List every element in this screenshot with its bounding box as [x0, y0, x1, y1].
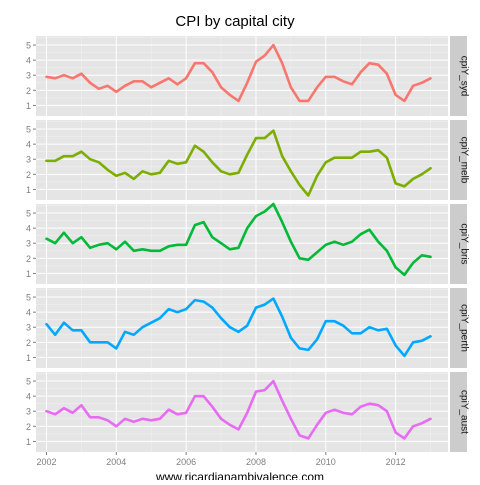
y-tick-label: 4 — [26, 224, 31, 234]
series-line-cpiY_melb — [45, 129, 432, 197]
y-tick-label: 5 — [26, 377, 31, 387]
panel-cpiY_melb: 1 2 3 4 5 cpiY_melb — [26, 120, 470, 200]
y-tick-label: 2 — [26, 86, 31, 96]
y-tick-label: 4 — [26, 308, 31, 318]
chart-panels: 1 2 3 4 5 cpiY_syd 1 2 3 4 5 cpiY_melb 1 2 3 4 5 cpiY_bri… — [26, 36, 470, 452]
y-tick-label: 2 — [26, 422, 31, 432]
x-tick-label: 2002 — [36, 457, 56, 467]
panel-cpiY_aust: 1 2 3 4 5 cpiY_aust — [26, 372, 470, 452]
chart-caption: www.ricardianambivalence.com — [155, 470, 324, 480]
series-line-cpiY_aust — [45, 379, 432, 440]
series-line-cpiY_perth — [45, 297, 432, 358]
chart-title: CPI by capital city — [175, 13, 295, 30]
y-tick-label: 4 — [26, 140, 31, 150]
y-tick-label: 5 — [26, 125, 31, 135]
facet-strip — [450, 372, 467, 452]
panel-cpiY_bris: 1 2 3 4 5 cpiY_bris — [26, 202, 470, 284]
y-tick-label: 1 — [26, 101, 31, 111]
panel-background — [36, 120, 448, 200]
series-line-cpiY_bris — [45, 202, 432, 277]
facet-strip-label: cpiY_aust — [459, 390, 470, 434]
y-tick-label: 1 — [26, 437, 31, 447]
y-tick-label: 3 — [26, 155, 31, 165]
x-tick-label: 2008 — [246, 457, 266, 467]
y-tick-label: 5 — [26, 293, 31, 303]
y-tick-label: 2 — [26, 170, 31, 180]
y-tick-label: 3 — [26, 71, 31, 81]
y-tick-label: 1 — [26, 269, 31, 279]
x-tick-label: 2012 — [386, 457, 406, 467]
facet-strip — [450, 288, 467, 368]
x-tick-label: 2004 — [106, 457, 126, 467]
facet-strip — [450, 120, 467, 200]
panel-background — [36, 372, 448, 452]
y-tick-label: 4 — [26, 56, 31, 66]
y-tick-label: 3 — [26, 323, 31, 333]
x-tick-label: 2006 — [176, 457, 196, 467]
y-tick-label: 1 — [26, 353, 31, 363]
panel-background — [36, 36, 448, 116]
facet-strip-label: cpiY_perth — [459, 304, 470, 352]
panel-cpiY_perth: 1 2 3 4 5 cpiY_perth — [26, 288, 470, 368]
x-tick-label: 2010 — [316, 457, 336, 467]
y-tick-label: 2 — [26, 338, 31, 348]
y-tick-label: 2 — [26, 254, 31, 264]
x-axis: 2002 2004 2006 2008 2010 2012 — [36, 452, 406, 467]
y-tick-label: 5 — [26, 209, 31, 219]
facet-strip-label: cpiY_melb — [459, 137, 470, 184]
facet-strip — [450, 204, 467, 284]
y-tick-label: 1 — [26, 185, 31, 195]
y-tick-label: 4 — [26, 392, 31, 402]
y-tick-label: 5 — [26, 41, 31, 51]
y-tick-label: 3 — [26, 407, 31, 417]
y-tick-label: 3 — [26, 239, 31, 249]
series-line-cpiY_syd — [45, 43, 432, 103]
facet-strip — [450, 36, 467, 116]
facet-strip-label: cpiY_bris — [459, 223, 470, 264]
panel-cpiY_syd: 1 2 3 4 5 cpiY_syd — [26, 36, 470, 116]
facet-strip-label: cpiY_syd — [459, 56, 470, 97]
